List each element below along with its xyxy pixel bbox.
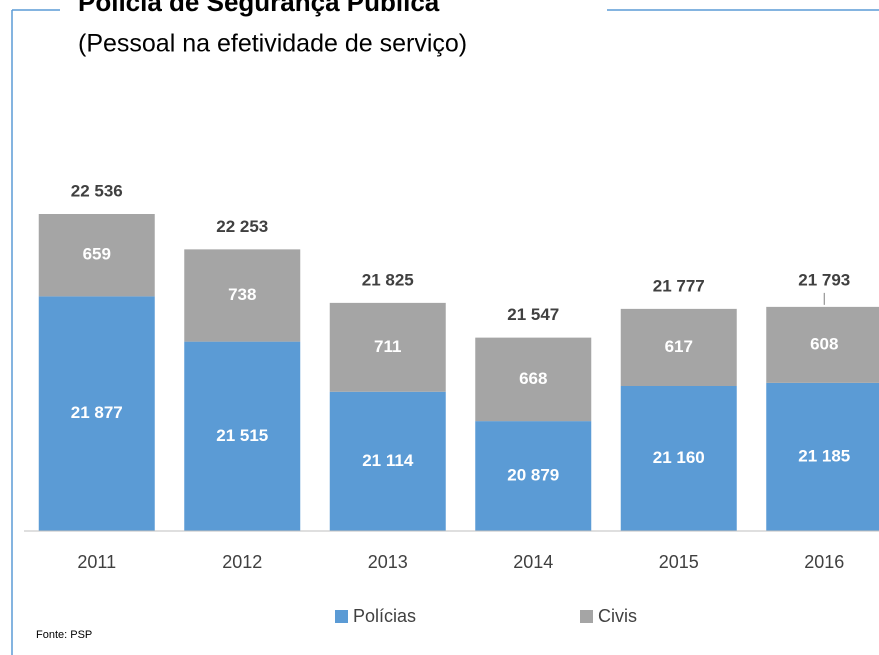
value-label: 20 879 [507, 466, 559, 485]
total-label: 22 536 [71, 181, 123, 200]
bar-segment [475, 337, 592, 422]
bar-segment [184, 249, 301, 342]
x-tick-label: 2015 [659, 552, 699, 572]
value-label: 21 160 [653, 448, 705, 467]
x-tick-label: 2011 [77, 552, 116, 572]
value-label: 617 [665, 337, 693, 356]
legend-label: Polícias [353, 606, 416, 626]
legend-label: Civis [598, 606, 637, 626]
total-label: 21 547 [507, 305, 559, 324]
bar-segment [766, 306, 879, 383]
bar-segment [620, 386, 737, 531]
value-label: 21 515 [216, 426, 268, 445]
value-label: 21 185 [798, 446, 850, 465]
legend-swatch [335, 610, 348, 623]
value-label: 659 [83, 245, 111, 264]
chart-title: Polícia de Segurança Pública [78, 0, 440, 17]
x-tick-label: 2014 [513, 552, 553, 572]
value-label: 21 877 [71, 403, 123, 422]
bar-segment [620, 308, 737, 386]
chart-subtitle: (Pessoal na efetividade de serviço) [78, 30, 467, 58]
bar-segment [766, 382, 879, 531]
bar-segment [329, 391, 446, 531]
bar-segment [329, 302, 446, 392]
total-label: 21 825 [362, 270, 414, 289]
value-label: 21 114 [362, 451, 414, 470]
bar-segment [38, 296, 155, 531]
value-label: 711 [374, 337, 401, 356]
bar-segment [475, 421, 592, 531]
bar-segment [184, 341, 301, 531]
source: Fonte: PSP [36, 629, 92, 641]
x-tick-label: 2012 [222, 552, 262, 572]
value-label: 668 [519, 369, 547, 388]
value-label: 738 [228, 285, 256, 304]
x-tick-label: 2013 [368, 552, 408, 572]
total-label: 22 253 [216, 217, 268, 236]
bar-segment [38, 214, 155, 297]
legend-swatch [580, 610, 593, 623]
x-tick-label: 2016 [804, 552, 844, 572]
total-label: 21 777 [653, 276, 705, 295]
value-label: 608 [810, 334, 838, 353]
total-label: 21 793 [798, 270, 850, 289]
